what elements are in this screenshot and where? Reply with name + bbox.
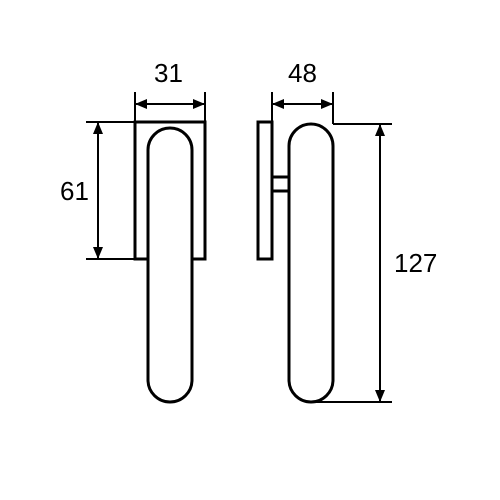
side-lever xyxy=(289,124,333,402)
dimensions.d61.value: 61 xyxy=(60,176,89,206)
dimensions.d127.value: 127 xyxy=(394,248,437,278)
dimensions.d48.value: 48 xyxy=(288,58,317,88)
dimensions.d31.value: 31 xyxy=(154,58,183,88)
side-plate xyxy=(258,122,272,259)
technical-drawing: 31 61 48 127 xyxy=(0,0,500,500)
front-lever xyxy=(148,128,192,402)
